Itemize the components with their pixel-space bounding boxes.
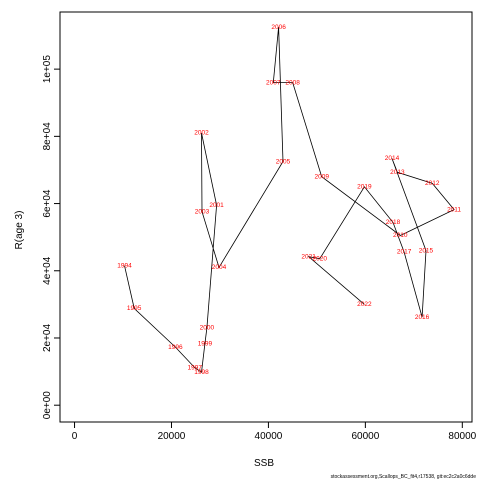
year-label-2015: 2015	[419, 247, 434, 254]
year-label-2022: 2022	[357, 301, 372, 308]
year-label-2012: 2012	[425, 180, 440, 187]
year-label-2020: 2020	[313, 255, 328, 262]
year-label-2014: 2014	[385, 155, 400, 162]
year-label-2002: 2002	[194, 130, 209, 137]
year-label-1996: 1996	[168, 344, 183, 351]
year-label-2018: 2018	[386, 219, 401, 226]
year-label-2019: 2019	[357, 183, 372, 190]
year-label-2016: 2016	[415, 314, 430, 321]
y-tick-label: 8e+04	[42, 122, 53, 151]
y-tick-label: 2e+04	[42, 324, 53, 353]
year-label-1999: 1999	[198, 340, 213, 347]
y-tick-label: 0e+00	[42, 391, 53, 420]
year-label-1998: 1998	[194, 369, 209, 376]
year-label-2003: 2003	[195, 208, 210, 215]
trajectory-line	[124, 27, 455, 374]
y-tick-label: 4e+04	[42, 256, 53, 285]
year-label-2005: 2005	[276, 158, 291, 165]
footer-text: stockassessment.org,Scallops_BC_fit4,r17…	[331, 474, 477, 480]
y-tick-label: 6e+04	[42, 189, 53, 218]
year-label-2017: 2017	[397, 249, 412, 256]
year-label-2008: 2008	[285, 79, 300, 86]
year-label-1994: 1994	[117, 262, 132, 269]
y-tick-label: 1e+05	[42, 55, 53, 84]
year-label-2011: 2011	[447, 206, 461, 213]
x-axis: 0 20000 40000 60000 80000	[72, 422, 477, 442]
year-label-2000: 2000	[200, 325, 215, 332]
year-label-2004: 2004	[212, 264, 227, 271]
year-label-2006: 2006	[271, 24, 286, 31]
y-axis: 0e+00 2e+04 4e+04 6e+04 8e+04 1e+05	[42, 55, 60, 420]
year-label-2013: 2013	[390, 169, 405, 176]
series-line	[124, 27, 455, 374]
x-tick-label: 20000	[158, 431, 186, 442]
x-tick-label: 60000	[351, 431, 379, 442]
x-axis-label: SSB	[254, 458, 274, 469]
plot-frame	[59, 11, 473, 423]
year-label-2009: 2009	[315, 173, 330, 180]
year-label-2001: 2001	[209, 202, 224, 209]
year-label-2010: 2010	[393, 232, 408, 239]
x-tick-label: 40000	[255, 431, 283, 442]
year-label-2007: 2007	[266, 79, 281, 86]
y-axis-label: R(age 3)	[14, 211, 25, 250]
x-tick-label: 0	[72, 431, 78, 442]
year-label-1995: 1995	[127, 305, 142, 312]
x-tick-label: 80000	[448, 431, 476, 442]
year-label-1997: 1997	[188, 364, 203, 371]
year-label-2021: 2021	[301, 253, 316, 260]
